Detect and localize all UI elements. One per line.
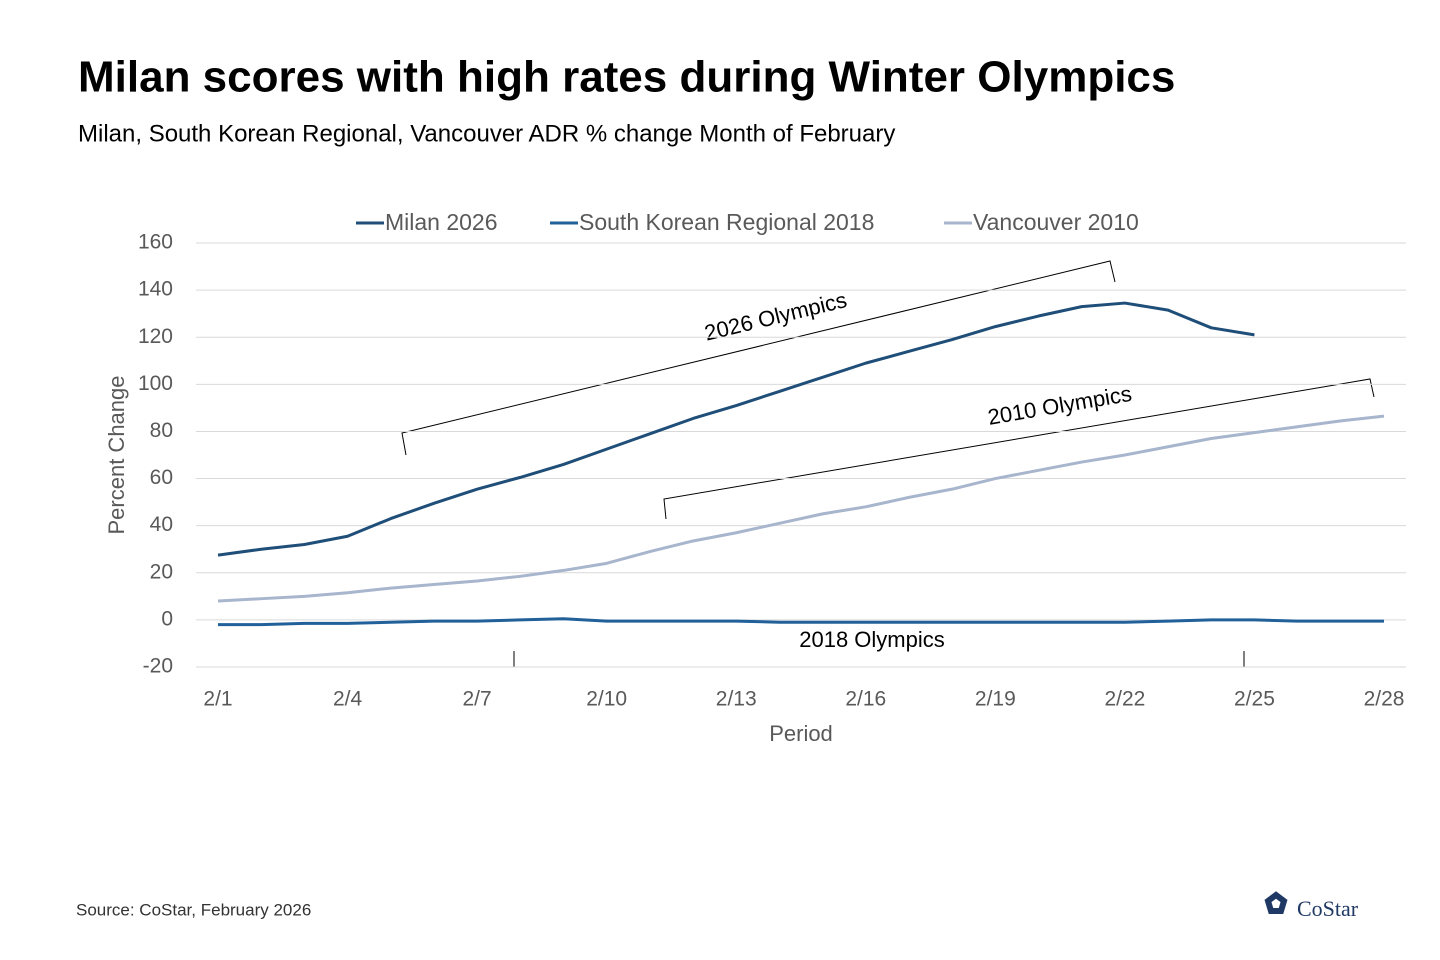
y-tick-label: 60 xyxy=(150,466,173,489)
y-tick-label: 80 xyxy=(150,419,173,442)
y-tick-label: 20 xyxy=(150,560,173,583)
logo-text: CoStar xyxy=(1297,896,1359,921)
bracket-2010 xyxy=(663,378,1375,520)
series-line xyxy=(217,414,1385,603)
legend-label: Milan 2026 xyxy=(385,209,498,235)
x-tick-label: 2/19 xyxy=(975,688,1016,711)
annotation: 2018 Olympics xyxy=(799,627,945,652)
chart-title: Milan scores with high rates during Wint… xyxy=(78,53,1175,102)
source: Source: CoStar, February 2026 xyxy=(76,900,311,919)
y-tick-label: 120 xyxy=(138,325,173,348)
y-tick-label: 100 xyxy=(138,372,173,395)
bracket-2026 xyxy=(401,260,1116,456)
x-tick-label: 2/7 xyxy=(463,688,492,711)
y-axis-title: Percent Change xyxy=(104,376,129,535)
y-tick-label: 160 xyxy=(138,231,173,254)
x-tick-label: 2/1 xyxy=(203,688,232,711)
x-tick-label: 2/16 xyxy=(845,688,886,711)
x-axis-title: Period xyxy=(769,721,833,746)
brackets xyxy=(401,260,1375,668)
x-tick-label: 2/22 xyxy=(1104,688,1145,711)
bracket-2018 xyxy=(513,651,1245,668)
legend-label: Vancouver 2010 xyxy=(973,209,1139,235)
y-tick-label: -20 xyxy=(143,655,173,678)
x-tick-label: 2/4 xyxy=(333,688,363,711)
chart-subtitle: Milan, South Korean Regional, Vancouver … xyxy=(78,120,895,147)
x-tick-label: 2/28 xyxy=(1364,688,1405,711)
series-line xyxy=(218,617,1384,627)
y-tick-label: 0 xyxy=(161,607,173,630)
legend-label: South Korean Regional 2018 xyxy=(579,209,874,235)
logo-icon xyxy=(1264,891,1288,914)
x-tick-label: 2/10 xyxy=(586,688,627,711)
x-tick-label: 2/25 xyxy=(1234,688,1275,711)
series-line xyxy=(217,301,1255,557)
y-tick-label: 140 xyxy=(138,278,173,301)
y-tick-label: 40 xyxy=(150,513,173,536)
x-tick-label: 2/13 xyxy=(716,688,757,711)
